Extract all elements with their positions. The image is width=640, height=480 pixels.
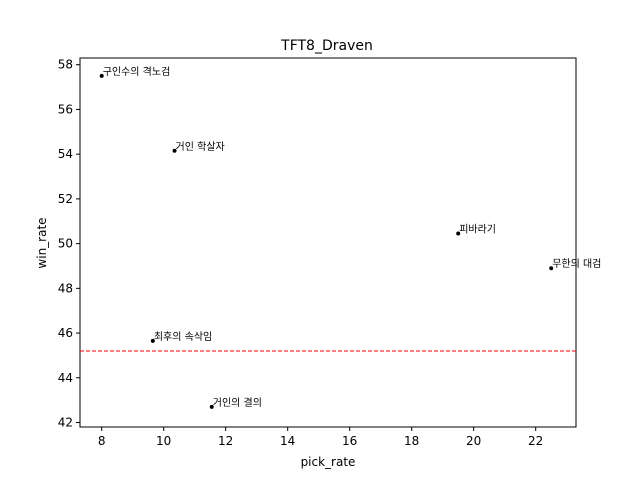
- x-tick-label: 14: [280, 434, 295, 448]
- data-point: [549, 266, 554, 271]
- x-tick-label: 18: [404, 434, 419, 448]
- y-tick-label: 42: [58, 416, 73, 430]
- plot-area: [79, 57, 577, 428]
- point-label: 거인의 결의: [213, 397, 262, 409]
- point-label: 거인 학살자: [176, 141, 225, 153]
- y-tick-label: 58: [58, 58, 73, 72]
- y-tick-label: 48: [58, 281, 73, 295]
- data-point: [456, 231, 461, 236]
- x-tick-label: 12: [218, 434, 233, 448]
- y-axis: 42 44 46 48 50 52 54 56 58: [58, 58, 80, 430]
- x-axis: 8 10 12 14 16 18 20 22: [98, 427, 543, 448]
- x-tick-label: 20: [466, 434, 481, 448]
- y-tick-label: 56: [58, 102, 73, 116]
- y-axis-label: win_rate: [35, 217, 49, 268]
- point-label: 무한의 대검: [552, 258, 601, 270]
- x-tick-label: 8: [98, 434, 106, 448]
- x-tick-label: 16: [342, 434, 357, 448]
- data-point: [150, 338, 155, 343]
- y-tick-label: 44: [58, 371, 73, 385]
- point-label: 피바라기: [459, 224, 496, 236]
- x-tick-label: 10: [156, 434, 171, 448]
- x-tick-label: 22: [528, 434, 543, 448]
- y-tick-label: 52: [58, 192, 73, 206]
- data-point: [209, 404, 214, 409]
- chart-title: TFT8_Draven: [280, 38, 373, 54]
- data-point: [172, 148, 177, 153]
- point-label: 최후의 속삭임: [154, 330, 212, 343]
- point-label: 구인수의 격노검: [103, 65, 171, 78]
- y-tick-label: 46: [58, 326, 73, 340]
- y-tick-label: 50: [58, 237, 73, 251]
- data-point: [99, 73, 104, 78]
- x-axis-label: pick_rate: [301, 455, 356, 469]
- y-tick-label: 54: [58, 147, 73, 161]
